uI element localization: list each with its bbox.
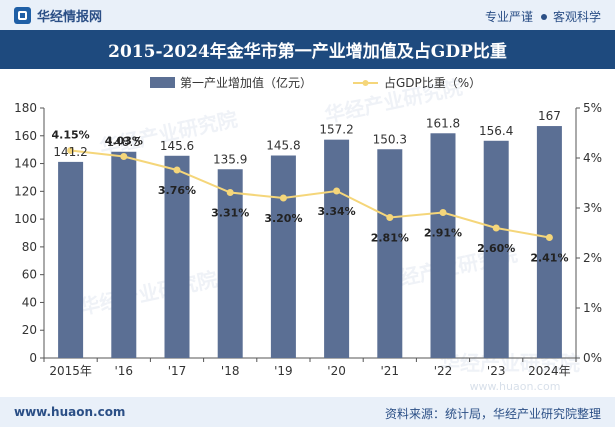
legend-marker-line xyxy=(362,80,369,86)
bar xyxy=(377,149,403,358)
dot-icon xyxy=(540,14,547,20)
y-tick-label-left: 100 xyxy=(14,212,37,226)
line-point xyxy=(333,187,341,195)
brand: 华经情报网 xyxy=(14,6,102,25)
line-value-label: 2.60% xyxy=(477,242,515,255)
y-tick-label-left: 40 xyxy=(22,295,37,309)
line-value-label: 2.91% xyxy=(424,227,462,240)
y-tick-label-right: 1% xyxy=(583,301,602,315)
line-point xyxy=(67,147,75,154)
bar xyxy=(324,139,350,358)
chart-svg: 华经产业研究院华经产业研究院华经产业研究院华经产业研究院华经产业研究院www.h… xyxy=(14,75,602,393)
y-tick-label-left: 160 xyxy=(14,129,37,143)
line-point xyxy=(173,166,181,174)
bar xyxy=(270,155,296,358)
x-tick-label: '23 xyxy=(487,364,506,378)
y-tick-label-left: 0 xyxy=(29,351,37,365)
line-value-label: 2.41% xyxy=(530,252,568,265)
line-value-label: 4.03% xyxy=(105,135,143,148)
bar xyxy=(430,133,456,358)
bar xyxy=(58,161,84,358)
bar-value-label: 135.9 xyxy=(213,152,247,166)
bar xyxy=(111,151,137,358)
y-tick-label-right: 0% xyxy=(583,351,602,365)
line-value-label: 4.15% xyxy=(52,129,90,142)
x-tick-label: 2024年 xyxy=(528,364,571,378)
line-value-label: 3.34% xyxy=(318,205,356,218)
bar-value-label: 148.5 xyxy=(107,135,141,149)
bar-value-label: 145.8 xyxy=(266,139,300,153)
brand-logo-icon xyxy=(14,6,31,24)
x-tick-label: '17 xyxy=(168,364,187,378)
x-tick-label: '21 xyxy=(381,364,400,378)
line-value-label: 2.81% xyxy=(371,232,409,245)
line-point xyxy=(439,209,447,216)
bar-value-label: 167 xyxy=(538,109,561,123)
line-value-label: 3.76% xyxy=(158,184,196,197)
footer-source: 资料来源：统计局，华经产业研究院整理 xyxy=(384,407,601,421)
line-value-label: 3.20% xyxy=(264,212,302,225)
x-tick-label: '22 xyxy=(434,364,453,378)
bar xyxy=(164,155,190,358)
x-tick-label: '20 xyxy=(327,364,346,378)
watermark-url: www.huaon.com xyxy=(470,380,561,393)
line-point xyxy=(386,214,394,221)
y-tick-label-left: 180 xyxy=(14,101,37,115)
y-tick-label-right: 2% xyxy=(583,251,602,265)
bar-value-label: 150.3 xyxy=(373,132,407,146)
legend-swatch-bar xyxy=(150,77,175,88)
bar-value-label: 161.8 xyxy=(426,116,460,130)
series-line xyxy=(70,149,550,239)
bar xyxy=(536,126,562,358)
line-point xyxy=(279,194,287,202)
line-point xyxy=(492,224,500,232)
footer-band: www.huaon.com 资料来源：统计局，华经产业研究院整理 xyxy=(0,397,615,427)
header-tags: 专业严谨 客观科学 xyxy=(485,8,601,25)
y-tick-label-left: 120 xyxy=(14,184,37,198)
bar-value-label: 157.2 xyxy=(319,123,353,137)
legend-label-line: 占GDP比重（%） xyxy=(384,75,481,90)
y-tick-label-left: 80 xyxy=(22,240,37,254)
watermark-text: 华经产业研究院 xyxy=(78,267,220,320)
brand-name: 华经情报网 xyxy=(37,9,103,25)
x-tick-label: 2015年 xyxy=(49,364,92,378)
header-band: 华经情报网 专业严谨 客观科学 xyxy=(0,0,615,30)
bar-value-label: 145.6 xyxy=(160,139,194,153)
line-point xyxy=(545,234,553,241)
tag-professional: 专业严谨 xyxy=(484,10,533,24)
chart-title: 2015-2024年金华市第一产业增加值及占GDP比重 xyxy=(0,30,615,69)
y-tick-label-left: 140 xyxy=(14,157,37,171)
line-point xyxy=(226,189,234,196)
bar xyxy=(217,169,243,358)
line-value-label: 3.31% xyxy=(211,207,249,220)
x-tick-label: '19 xyxy=(274,364,293,378)
bar-value-label: 156.4 xyxy=(479,124,513,138)
line-point xyxy=(120,153,128,160)
x-tick-label: '16 xyxy=(115,364,134,378)
y-tick-label-right: 5% xyxy=(583,101,602,115)
y-tick-label-right: 3% xyxy=(583,201,602,215)
y-tick-label-right: 4% xyxy=(583,151,602,165)
bar-value-label: 141.2 xyxy=(53,145,87,159)
legend-label-bar: 第一产业增加值（亿元） xyxy=(180,75,312,90)
x-tick-label: '18 xyxy=(221,364,240,378)
footer-site: www.huaon.com xyxy=(14,405,126,419)
y-tick-label-left: 60 xyxy=(22,268,37,282)
tag-objective: 客观科学 xyxy=(552,10,601,24)
bar xyxy=(483,140,509,358)
y-tick-label-left: 20 xyxy=(22,323,37,337)
